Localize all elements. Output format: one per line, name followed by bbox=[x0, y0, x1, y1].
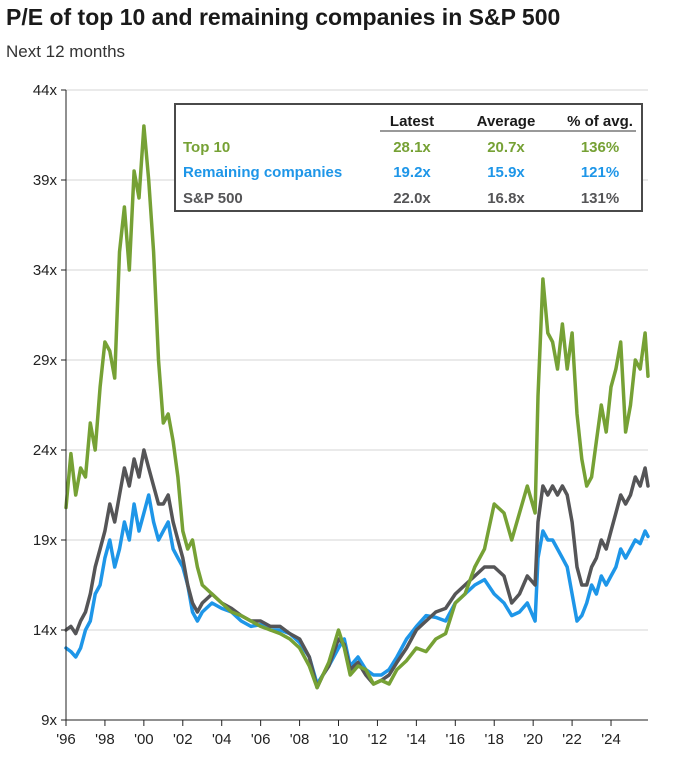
y-tick-label: 14x bbox=[33, 622, 58, 639]
legend-series-name: Top 10 bbox=[183, 139, 230, 156]
legend-series-name: Remaining companies bbox=[183, 164, 342, 181]
x-axis-ticks: '96 '98 '00 '02 '04 '06 '08 '10 '12 '14 '16 '18 '20 '… bbox=[56, 720, 621, 748]
y-axis-ticks: 9x 14x 19x 24x 29x 34x 39x 44x bbox=[33, 82, 66, 729]
x-tick-label: '98 bbox=[95, 731, 115, 748]
legend-value: 131% bbox=[581, 190, 619, 207]
y-tick-label: 34x bbox=[33, 262, 58, 279]
series-line-top-10 bbox=[64, 124, 650, 690]
x-tick-label: '10 bbox=[329, 731, 349, 748]
y-tick-label: 29x bbox=[33, 352, 58, 369]
y-tick-label: 44x bbox=[33, 82, 58, 99]
legend-value: 22.0x bbox=[393, 190, 431, 207]
x-tick-label: '02 bbox=[173, 731, 193, 748]
x-tick-label: '14 bbox=[407, 731, 427, 748]
y-tick-label: 39x bbox=[33, 172, 58, 189]
series-lines bbox=[64, 124, 650, 690]
chart-subtitle: Next 12 months bbox=[6, 42, 126, 61]
legend-value: 19.2x bbox=[393, 164, 431, 181]
legend-series-name: S&P 500 bbox=[183, 190, 243, 207]
legend-header: Average bbox=[477, 113, 536, 130]
x-tick-label: '22 bbox=[562, 731, 582, 748]
x-tick-label: '06 bbox=[251, 731, 271, 748]
legend-header: % of avg. bbox=[567, 113, 633, 130]
legend-header: Latest bbox=[390, 113, 434, 130]
x-tick-label: '00 bbox=[134, 731, 154, 748]
x-tick-label: '12 bbox=[368, 731, 388, 748]
series-line-remaining-companies bbox=[64, 493, 650, 686]
x-tick-label: '04 bbox=[212, 731, 232, 748]
x-tick-label: '18 bbox=[484, 731, 504, 748]
y-tick-label: 24x bbox=[33, 442, 58, 459]
series-line-s-p-500 bbox=[64, 448, 650, 690]
legend-value: 28.1x bbox=[393, 139, 431, 156]
chart-title: P/E of top 10 and remaining companies in… bbox=[6, 4, 561, 30]
y-tick-label: 9x bbox=[41, 712, 57, 729]
y-tick-label: 19x bbox=[33, 532, 58, 549]
legend-value: 20.7x bbox=[487, 139, 525, 156]
x-tick-label: '20 bbox=[523, 731, 543, 748]
legend-box bbox=[174, 103, 643, 212]
legend-table: Latest Average % of avg. Top 10 28.1x 20.7x 13… bbox=[174, 103, 643, 212]
legend-value: 16.8x bbox=[487, 190, 525, 207]
x-tick-label: '96 bbox=[56, 731, 76, 748]
x-tick-label: '08 bbox=[290, 731, 310, 748]
legend-value: 15.9x bbox=[487, 164, 525, 181]
x-tick-label: '24 bbox=[601, 731, 621, 748]
legend-value: 121% bbox=[581, 164, 619, 181]
legend-value: 136% bbox=[581, 139, 619, 156]
x-tick-label: '16 bbox=[446, 731, 466, 748]
